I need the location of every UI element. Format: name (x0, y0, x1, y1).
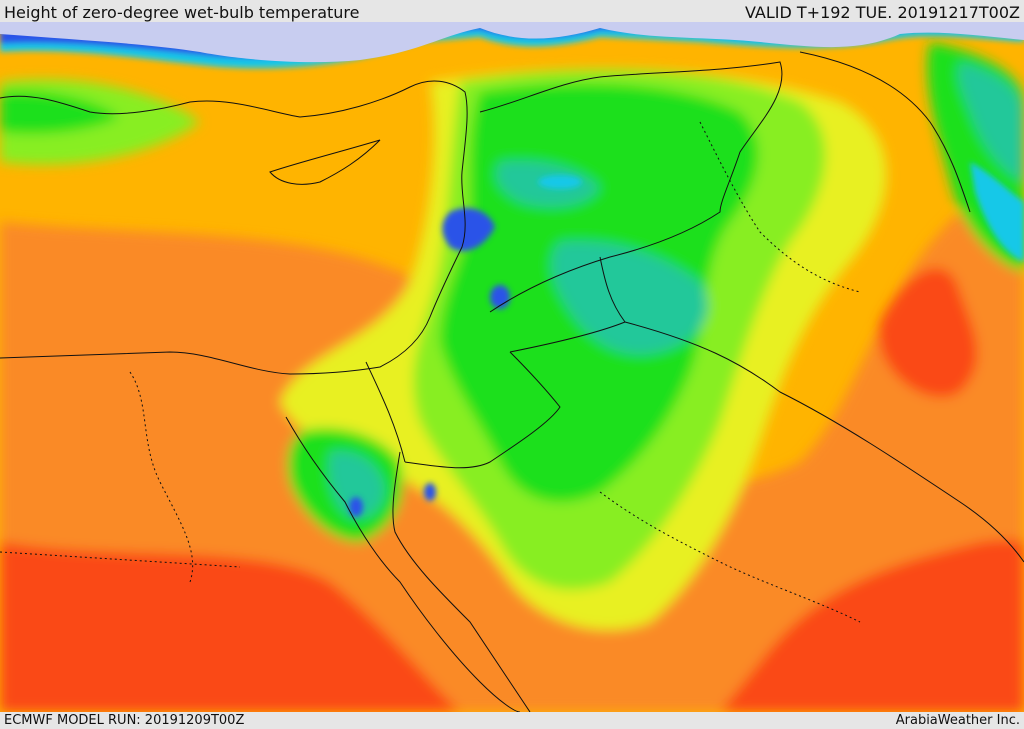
dotted-boundary-arabia (599, 491, 861, 623)
field-teal-syria (551, 241, 708, 355)
field-green-aegean (0, 91, 120, 134)
syria-border (479, 61, 783, 313)
field-teal-sinai (328, 451, 385, 519)
coastlines (0, 51, 1024, 712)
valid-time: VALID T+192 TUE. 20191217T00Z (744, 3, 1020, 22)
iraq-saudi-border (509, 321, 1024, 563)
iraq-iran-border (799, 51, 971, 213)
field-blue-sinai (349, 497, 363, 517)
header-bar: Height of zero-degree wet-bulb temperatu… (0, 0, 1024, 22)
map-title: Height of zero-degree wet-bulb temperatu… (4, 3, 360, 22)
red-sea-east-coast (392, 451, 531, 712)
jordan-saudi-border (404, 351, 561, 469)
field-teal-east (958, 62, 1024, 182)
dotted-boundary-iraq (699, 121, 861, 293)
forecast-map (0, 22, 1024, 712)
dotted-boundary-sudan (0, 551, 241, 568)
footer-bar: ECMWF MODEL RUN: 20191209T00Z ArabiaWeat… (0, 712, 1024, 729)
field-snow-turkey (0, 22, 1024, 63)
map-canvas (0, 22, 1024, 712)
field-blue-lebanon (442, 207, 495, 251)
inner-boundaries (0, 121, 861, 623)
egypt-israel-border (365, 361, 406, 463)
field-blue-negev (424, 483, 436, 501)
syria-jordan-border (599, 256, 626, 323)
dotted-boundary-west (129, 371, 194, 583)
cyprus-coast (269, 139, 381, 185)
field-red-southeast (720, 539, 1024, 712)
brand-credit: ArabiaWeather Inc. (895, 713, 1020, 728)
field-red-iraq (878, 268, 978, 398)
field-red-southwest (0, 542, 460, 712)
med-coast (0, 80, 468, 375)
red-sea-west-coast (285, 416, 521, 712)
field-cyan-zagros (970, 162, 1024, 262)
model-run: ECMWF MODEL RUN: 20191209T00Z (4, 713, 245, 728)
field-cyan-syria (538, 175, 582, 189)
